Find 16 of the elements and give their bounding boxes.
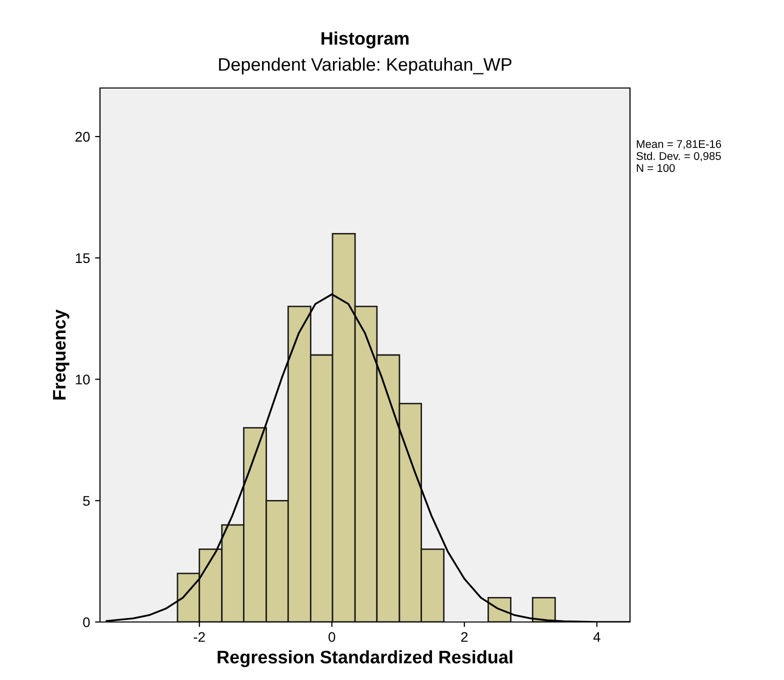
y-tick-label: 10 xyxy=(76,374,90,384)
x-tick-label: 4 xyxy=(593,632,600,642)
x-tick-label: -2 xyxy=(194,632,205,642)
text: Std. Dev. = 0,985 xyxy=(636,152,721,162)
x-tick-label: 0 xyxy=(328,632,336,642)
text: N = 100 xyxy=(636,164,675,172)
chart-subtitle: Dependent Variable: Kepatuhan_WP xyxy=(219,58,512,74)
y-tick-label: 0 xyxy=(83,617,90,628)
y-tick-label: 5 xyxy=(83,496,90,506)
y-axis-title: Frequency xyxy=(53,309,70,400)
x-tick-label: 2 xyxy=(461,632,468,642)
x-axis-title: Regression Standardized Residual xyxy=(218,650,512,668)
text: Mean = 7,81E-16 xyxy=(636,140,722,150)
chart-title: Histogram xyxy=(322,32,409,48)
y-tick-label: 20 xyxy=(76,132,90,142)
y-tick-label: 15 xyxy=(76,253,90,264)
